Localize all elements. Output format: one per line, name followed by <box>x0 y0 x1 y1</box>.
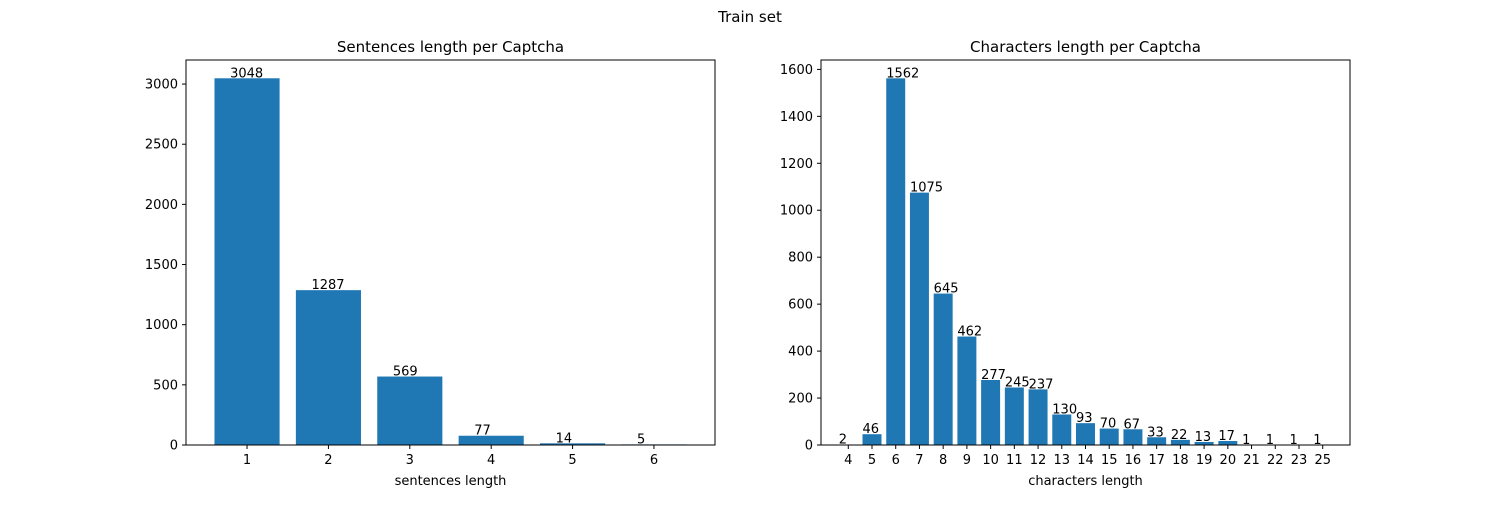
x-tick-label: 23 <box>1291 453 1308 468</box>
data-label-2: 1287 <box>311 278 344 293</box>
y-tick-label: 2500 <box>145 138 178 153</box>
x-tick-label: 6 <box>892 453 900 468</box>
data-label-15: 70 <box>1100 417 1117 432</box>
bar-7 <box>910 193 929 445</box>
x-axis-label: sentences length <box>395 474 507 489</box>
chart-title: Sentences length per Captcha <box>337 38 564 56</box>
bar-6 <box>886 78 905 445</box>
y-tick-label: 1000 <box>145 318 178 333</box>
data-label-11: 245 <box>1005 375 1030 390</box>
y-tick-label: 0 <box>805 439 813 454</box>
bar-13 <box>1052 414 1071 445</box>
data-label-18: 22 <box>1171 428 1188 443</box>
x-tick-label: 8 <box>939 453 947 468</box>
x-tick-label: 4 <box>487 453 495 468</box>
bar-12 <box>1029 389 1048 445</box>
bar-11 <box>1005 387 1024 445</box>
x-axis: 1 2 3 4 5 6 <box>243 445 658 468</box>
bar-2 <box>296 290 361 445</box>
bar-group <box>214 78 686 445</box>
x-tick-label: 18 <box>1172 453 1189 468</box>
x-tick-label: 22 <box>1267 453 1284 468</box>
data-label-8: 645 <box>934 282 959 297</box>
y-tick-label: 1000 <box>780 204 813 219</box>
data-label-5: 14 <box>556 431 573 446</box>
data-label-25: 1 <box>1313 433 1321 448</box>
x-tick-label: 9 <box>963 453 971 468</box>
bar-4 <box>459 436 524 445</box>
x-tick-label: 11 <box>1006 453 1023 468</box>
x-tick-label: 4 <box>844 453 852 468</box>
data-label-12: 237 <box>1029 377 1054 392</box>
figure-suptitle: Train set <box>717 8 782 26</box>
y-tick-label: 500 <box>153 378 178 393</box>
x-tick-label: 15 <box>1101 453 1118 468</box>
data-label-21: 1 <box>1242 433 1250 448</box>
bar-3 <box>377 377 442 445</box>
x-tick-label: 17 <box>1148 453 1165 468</box>
data-label-10: 277 <box>981 368 1006 383</box>
x-tick-label: 13 <box>1054 453 1071 468</box>
y-tick-label: 800 <box>788 251 813 266</box>
data-label-3: 569 <box>393 365 418 380</box>
y-tick-label: 1400 <box>780 110 813 125</box>
x-tick-label: 6 <box>650 453 658 468</box>
bar-1 <box>214 78 279 445</box>
data-label-20: 17 <box>1218 429 1235 444</box>
y-tick-label: 1500 <box>145 258 178 273</box>
x-tick-label: 1 <box>243 453 251 468</box>
x-tick-label: 19 <box>1196 453 1213 468</box>
x-tick-label: 5 <box>868 453 876 468</box>
bar-8 <box>934 294 953 445</box>
data-label-1: 3048 <box>230 66 263 81</box>
y-tick-label: 0 <box>170 439 178 454</box>
chart-title: Characters length per Captcha <box>970 38 1201 56</box>
x-tick-label: 16 <box>1125 453 1142 468</box>
bar-14 <box>1076 423 1095 445</box>
x-tick-label: 20 <box>1220 453 1237 468</box>
data-label-17: 33 <box>1147 425 1164 440</box>
data-label-22: 1 <box>1266 433 1274 448</box>
x-tick-label: 3 <box>406 453 414 468</box>
y-tick-label: 2000 <box>145 198 178 213</box>
x-tick-label: 2 <box>324 453 332 468</box>
y-tick-label: 1600 <box>780 63 813 78</box>
bar-9 <box>957 337 976 445</box>
x-tick-label: 12 <box>1030 453 1047 468</box>
data-label-16: 67 <box>1123 417 1140 432</box>
x-tick-label: 10 <box>982 453 999 468</box>
x-tick-label: 21 <box>1243 453 1260 468</box>
data-label-13: 130 <box>1052 402 1077 417</box>
y-axis: 0 200 400 600 800 1000 1200 1400 1600 <box>780 63 821 454</box>
x-tick-label: 25 <box>1314 453 1331 468</box>
chart-sentences-length: Sentences length per Captcha 3048 1287 569… <box>145 38 715 489</box>
y-axis: 0 500 1000 1500 2000 2500 3000 <box>145 78 186 454</box>
bar-10 <box>981 380 1000 445</box>
data-label-9: 462 <box>957 325 982 340</box>
y-tick-label: 200 <box>788 392 813 407</box>
data-label-14: 93 <box>1076 411 1093 426</box>
chart-characters-length: Characters length per Captcha 2461562107… <box>780 38 1350 489</box>
x-tick-label: 7 <box>915 453 923 468</box>
x-tick-label: 5 <box>568 453 576 468</box>
data-label-7: 1075 <box>910 181 943 196</box>
data-label-23: 1 <box>1290 433 1298 448</box>
y-tick-label: 1200 <box>780 157 813 172</box>
y-tick-label: 600 <box>788 298 813 313</box>
x-axis-label: characters length <box>1028 474 1143 489</box>
bar-group <box>839 78 1332 445</box>
y-tick-label: 3000 <box>145 78 178 93</box>
data-label-6: 1562 <box>886 66 919 81</box>
y-tick-label: 400 <box>788 345 813 360</box>
data-label-4: 77 <box>474 424 491 439</box>
x-tick-label: 14 <box>1077 453 1094 468</box>
data-label-5: 46 <box>863 422 880 437</box>
data-label-19: 13 <box>1195 430 1212 445</box>
